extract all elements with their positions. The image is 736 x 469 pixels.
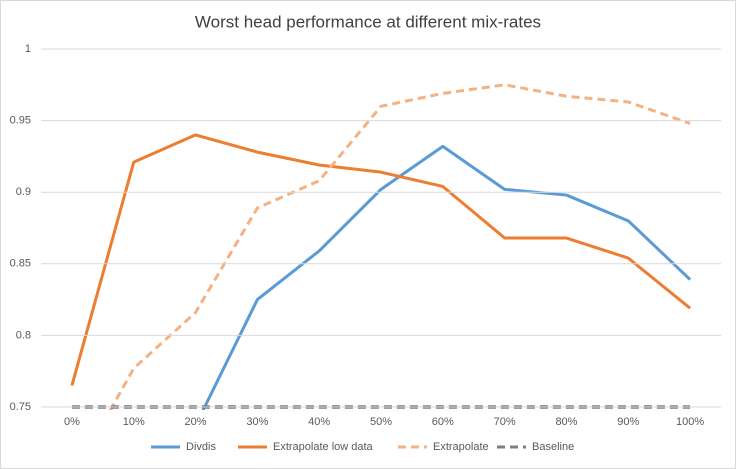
series-line [108, 83, 691, 410]
x-tick-label: 20% [185, 416, 207, 428]
x-tick-label: 60% [432, 416, 454, 428]
x-tick-label: 90% [617, 416, 639, 428]
y-tick-label: 0.9 [16, 186, 31, 198]
y-tick-label: 0.8 [16, 329, 31, 341]
series-line [201, 144, 692, 410]
y-tick-label: 0.75 [10, 401, 31, 413]
x-tick-label: 50% [370, 416, 392, 428]
y-tick-label: 0.95 [10, 115, 31, 127]
legend-label: Extrapolate low data [273, 441, 374, 453]
x-tick-label: 80% [555, 416, 577, 428]
x-tick-label: 70% [494, 416, 516, 428]
legend-label: Divdis [186, 441, 216, 453]
x-tick-label: 100% [676, 416, 704, 428]
legend-label: Extrapolate [433, 441, 489, 453]
plot-area [70, 83, 692, 410]
chart-title: Worst head performance at different mix-… [195, 12, 541, 31]
x-tick-label: 0% [64, 416, 80, 428]
y-tick-label: 1 [25, 43, 31, 55]
legend-label: Baseline [532, 441, 574, 453]
x-tick-label: 30% [246, 416, 268, 428]
x-tick-label: 40% [308, 416, 330, 428]
x-tick-label: 10% [123, 416, 145, 428]
y-tick-label: 0.85 [10, 258, 31, 270]
series-line [70, 133, 692, 386]
